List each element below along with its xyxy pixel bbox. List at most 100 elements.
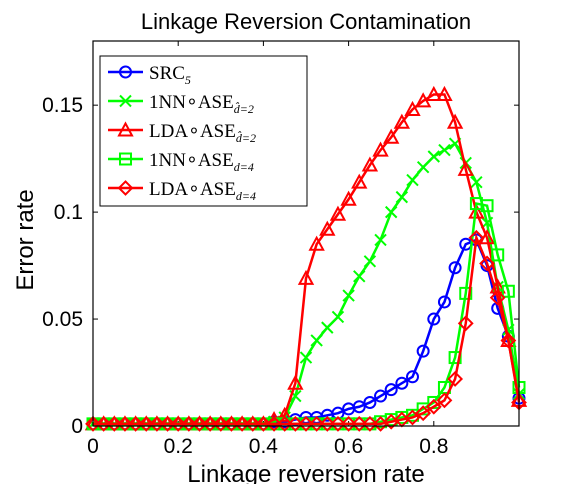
data-point <box>244 415 261 432</box>
x-marker-stroke <box>416 160 430 174</box>
legend-entry: LDA∘ASEd̂=2 <box>149 121 256 145</box>
data-point <box>340 415 357 432</box>
data-point <box>448 351 462 365</box>
data-point <box>342 289 355 302</box>
legend-entry-subscript: d̂=2 <box>234 102 254 116</box>
x-marker-stroke <box>363 255 377 268</box>
data-point <box>127 415 144 432</box>
x-marker-stroke <box>395 190 409 204</box>
data-point <box>297 269 315 285</box>
data-point <box>479 255 495 272</box>
data-point <box>425 85 442 101</box>
data-point <box>351 173 368 189</box>
data-point <box>500 332 517 349</box>
legend-marker <box>119 94 132 108</box>
series-4 <box>85 229 527 432</box>
data-point <box>468 203 485 219</box>
data-point <box>457 315 474 332</box>
legend-entry-subscript: d̂=2 <box>236 131 256 145</box>
data-point <box>491 248 505 262</box>
legend-entry-name: SRC <box>149 63 185 84</box>
data-point <box>501 284 515 298</box>
legend-entry-subscript: d=4 <box>236 189 256 203</box>
legend-marker <box>117 180 134 196</box>
data-point <box>416 344 430 358</box>
data-point <box>427 150 441 163</box>
legend-entry: SRC5 <box>149 63 191 87</box>
data-point <box>425 398 442 415</box>
data-point <box>384 383 398 397</box>
x-marker-stroke <box>342 289 355 302</box>
y-axis-label: Error rate <box>12 189 39 290</box>
y-tick-label: 0 <box>71 415 83 438</box>
x-tick-label: 0 <box>87 435 99 458</box>
data-point <box>234 415 251 432</box>
legend-entry-name: LDA∘ASE <box>149 121 236 142</box>
legend-entry-name: 1NN∘ASE <box>149 150 234 171</box>
y-tick-label: 0.15 <box>42 94 83 117</box>
legend-entry-subscript: 5 <box>185 73 191 87</box>
data-point <box>266 415 282 432</box>
x-tick-label: 0.4 <box>249 435 279 458</box>
data-point <box>384 205 398 219</box>
data-point <box>287 374 304 390</box>
series-layer <box>84 85 528 432</box>
data-point <box>212 415 229 432</box>
data-point <box>436 85 453 101</box>
data-point <box>415 405 432 422</box>
data-point <box>416 160 430 174</box>
data-point <box>363 395 377 409</box>
legend-marker <box>119 65 132 79</box>
x-tick-label: 0.2 <box>164 435 193 458</box>
x-marker-stroke <box>331 310 345 324</box>
data-point <box>319 415 336 432</box>
data-point <box>361 415 378 432</box>
x-marker-stroke <box>374 233 387 247</box>
data-point <box>446 113 464 129</box>
data-point <box>436 392 453 409</box>
data-point <box>447 371 464 387</box>
chart-title: Linkage Reversion Contamination <box>141 9 471 34</box>
data-point <box>374 233 387 247</box>
data-point <box>448 261 462 275</box>
x-marker-stroke <box>310 334 323 347</box>
x-marker-stroke <box>299 351 313 364</box>
data-point <box>148 415 165 432</box>
data-point <box>351 415 368 432</box>
legend-entry-subscript: d=4 <box>234 160 254 174</box>
x-axis-label: Linkage reversion rate <box>187 461 424 484</box>
legend-entry: 1NN∘ASEd=4 <box>149 150 254 174</box>
x-marker-stroke <box>119 94 132 108</box>
data-point <box>406 370 419 384</box>
y-tick-label: 0.1 <box>54 201 83 224</box>
data-point <box>361 156 379 172</box>
data-point <box>395 190 409 204</box>
data-point <box>319 220 336 236</box>
data-point <box>353 270 366 283</box>
legend-entry: 1NN∘ASEd̂=2 <box>149 92 254 116</box>
data-point <box>331 310 345 324</box>
data-point <box>383 128 400 144</box>
data-point <box>406 173 419 187</box>
data-point <box>404 100 421 116</box>
data-point <box>223 415 240 432</box>
data-point <box>438 143 451 157</box>
data-point <box>457 160 474 176</box>
data-point <box>85 415 101 432</box>
y-tick-label: 0.05 <box>42 308 83 331</box>
data-point <box>308 415 325 432</box>
data-point <box>159 415 176 432</box>
data-point <box>374 389 388 403</box>
data-point <box>470 175 483 189</box>
data-point <box>489 289 506 306</box>
data-point <box>329 205 347 221</box>
x-marker-stroke <box>427 150 441 163</box>
data-point <box>340 190 357 206</box>
x-marker-stroke <box>406 173 419 187</box>
data-point <box>437 295 451 309</box>
x-marker-stroke <box>321 321 334 334</box>
data-point <box>170 415 187 432</box>
data-point <box>459 286 473 300</box>
legend-marker <box>119 152 132 166</box>
